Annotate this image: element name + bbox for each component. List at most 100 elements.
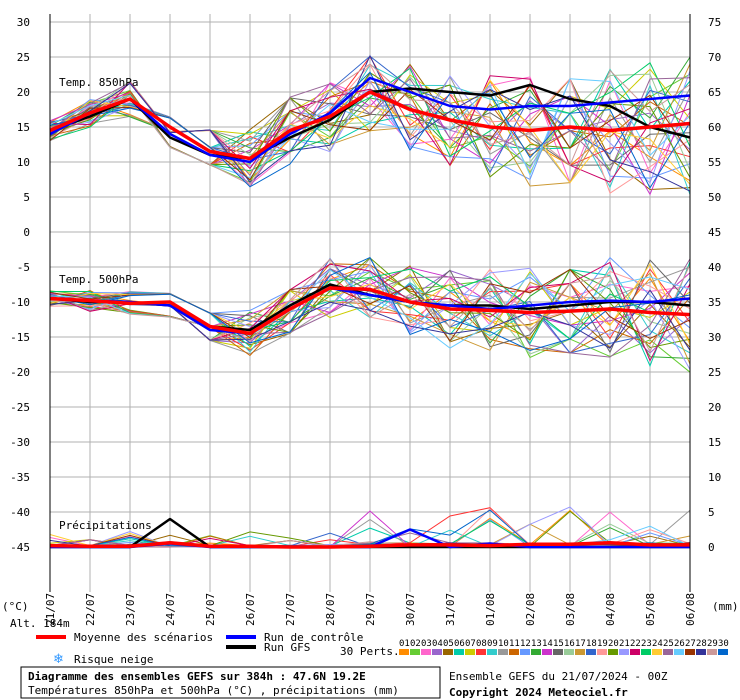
pert-legend-swatch bbox=[641, 649, 651, 655]
pert-legend-id: 16 bbox=[564, 639, 575, 649]
pert-legend-swatch bbox=[663, 649, 673, 655]
pert-legend-id: 01 bbox=[399, 639, 410, 649]
x-tick-label: 27/07 bbox=[284, 593, 297, 626]
x-tick-label: 02/08 bbox=[524, 593, 537, 626]
pert-legend-id: 19 bbox=[597, 639, 608, 649]
t500-panel-label: Temp. 500hPa bbox=[59, 273, 138, 286]
copyright: Copyright 2024 Meteociel.fr bbox=[449, 686, 628, 699]
snow-icon: ❄ bbox=[53, 652, 64, 667]
y-tick-right: 20 bbox=[708, 401, 721, 414]
y-tick-left: -35 bbox=[10, 471, 30, 484]
pert-legend-id: 21 bbox=[619, 639, 630, 649]
pert-legend-swatch bbox=[476, 649, 486, 655]
x-tick-label: 03/08 bbox=[564, 593, 577, 626]
y-tick-left: 10 bbox=[17, 156, 30, 169]
y-tick-left: -40 bbox=[10, 506, 30, 519]
pert-line-t500 bbox=[49, 258, 691, 353]
right-unit-label: (mm) bbox=[712, 600, 739, 613]
y-tick-right: 70 bbox=[708, 51, 721, 64]
pert-legend-swatch bbox=[553, 649, 563, 655]
pert-legend-id: 07 bbox=[465, 639, 476, 649]
y-tick-right: 60 bbox=[708, 121, 721, 134]
chart-subtitle: Températures 850hPa et 500hPa (°C) , pré… bbox=[28, 684, 399, 697]
y-tick-left: -15 bbox=[10, 331, 30, 344]
main-series-lines bbox=[49, 76, 691, 549]
pert-legend-id: 28 bbox=[696, 639, 707, 649]
pert-legend-swatch bbox=[630, 649, 640, 655]
y-tick-right: 25 bbox=[708, 366, 721, 379]
y-tick-right: 65 bbox=[708, 86, 721, 99]
y-tick-right: 5 bbox=[708, 506, 715, 519]
perts-count-label: 30 Perts. bbox=[340, 645, 400, 658]
left-unit-label: (°C) bbox=[2, 600, 29, 613]
legend-snow-label: Risque neige bbox=[74, 653, 153, 666]
pert-legend-id: 14 bbox=[542, 639, 553, 649]
legend-mean-label: Moyenne des scénarios bbox=[74, 631, 213, 644]
pert-legend-swatch bbox=[597, 649, 607, 655]
pert-legend-id: 04 bbox=[432, 639, 443, 649]
x-tick-label: 06/08 bbox=[684, 593, 697, 626]
legend-control-label: Run de contrôle bbox=[264, 631, 363, 644]
pert-legend-swatch bbox=[421, 649, 431, 655]
pert-legend-swatch bbox=[410, 649, 420, 655]
pert-legend-swatch bbox=[652, 649, 662, 655]
t850-control-line bbox=[49, 76, 691, 164]
perturbation-legend: 01 02 03 04 05 06 07 08 09 10 11 12 13 14 15 16 17 18 19 20… bbox=[399, 639, 729, 655]
pert-legend-swatch bbox=[718, 649, 728, 655]
pert-legend-id: 05 bbox=[443, 639, 454, 649]
pert-legend-id: 15 bbox=[553, 639, 564, 649]
pert-legend-id: 17 bbox=[575, 639, 586, 649]
pert-line-t850 bbox=[49, 63, 691, 186]
pert-legend-swatch bbox=[509, 649, 519, 655]
pert-legend-id: 23 bbox=[641, 639, 652, 649]
pert-legend-id: 24 bbox=[652, 639, 663, 649]
x-tick-label: 05/08 bbox=[644, 593, 657, 626]
x-tick-label: 21/07 bbox=[44, 593, 57, 626]
t500-control-line bbox=[49, 286, 691, 335]
run-info: Ensemble GEFS du 21/07/2024 - 00Z bbox=[449, 670, 668, 683]
pert-legend-swatch bbox=[696, 649, 706, 655]
y-tick-right: 40 bbox=[708, 261, 721, 274]
x-tick-label: 26/07 bbox=[244, 593, 257, 626]
pert-legend-id: 25 bbox=[663, 639, 674, 649]
pert-legend-swatch bbox=[443, 649, 453, 655]
y-tick-left: 15 bbox=[17, 121, 30, 134]
t850-panel-label: Temp. 850hPa bbox=[59, 76, 138, 89]
pert-legend-swatch bbox=[586, 649, 596, 655]
y-tick-left: 5 bbox=[23, 191, 30, 204]
chart-title: Diagramme des ensembles GEFS sur 384h : … bbox=[28, 670, 366, 683]
x-tick-label: 23/07 bbox=[124, 593, 137, 626]
y-tick-right: 35 bbox=[708, 296, 721, 309]
y-tick-right: 50 bbox=[708, 191, 721, 204]
pert-legend-swatch bbox=[685, 649, 695, 655]
x-tick-label: 25/07 bbox=[204, 593, 217, 626]
y-tick-right: 15 bbox=[708, 436, 721, 449]
pert-legend-swatch bbox=[707, 649, 717, 655]
y-tick-left: -45 bbox=[10, 541, 30, 554]
y-tick-left: -25 bbox=[10, 401, 30, 414]
altitude-label: Alt. 184m bbox=[10, 617, 70, 630]
pert-legend-id: 03 bbox=[421, 639, 432, 649]
pert-legend-swatch bbox=[432, 649, 442, 655]
x-tick-label: 30/07 bbox=[404, 593, 417, 626]
pert-legend-swatch bbox=[487, 649, 497, 655]
pert-legend-id: 02 bbox=[410, 639, 421, 649]
y-tick-left: -30 bbox=[10, 436, 30, 449]
pert-legend-swatch bbox=[674, 649, 684, 655]
y-tick-left: 0 bbox=[23, 226, 30, 239]
pert-legend-id: 12 bbox=[520, 639, 531, 649]
t850-mean-line bbox=[49, 90, 691, 161]
pert-legend-swatch bbox=[498, 649, 508, 655]
pert-legend-swatch bbox=[531, 649, 541, 655]
precip-panel-label: Précipitations bbox=[59, 519, 152, 532]
pert-legend-swatch bbox=[575, 649, 585, 655]
x-tick-label: 04/08 bbox=[604, 593, 617, 626]
x-tick-label: 28/07 bbox=[324, 593, 337, 626]
y-tick-right: 75 bbox=[708, 16, 721, 29]
pert-legend-swatch bbox=[608, 649, 618, 655]
y-tick-left: 25 bbox=[17, 51, 30, 64]
x-tick-label: 29/07 bbox=[364, 593, 377, 626]
pert-legend-id: 20 bbox=[608, 639, 619, 649]
